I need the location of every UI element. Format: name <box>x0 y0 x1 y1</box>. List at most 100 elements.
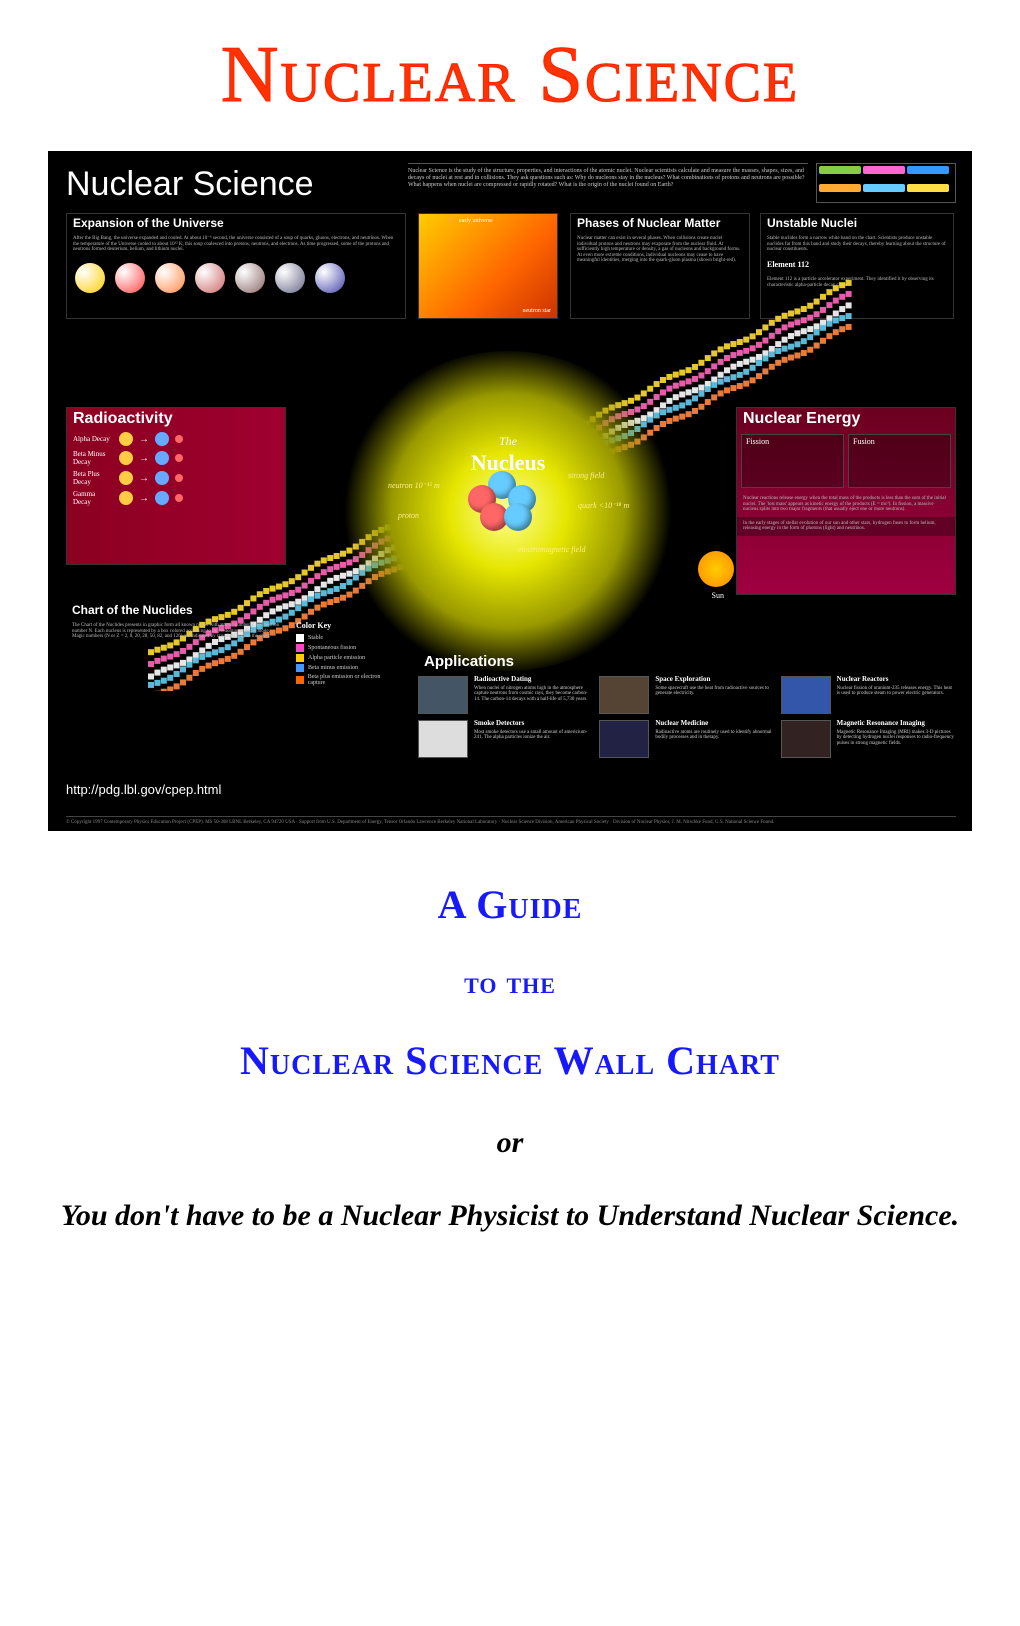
radioactivity-row: Beta Plus Decay→ <box>67 468 285 488</box>
nucleus-label-em: electromagnetic field <box>518 545 585 554</box>
energy-body: Nuclear reactions release energy when th… <box>737 492 955 517</box>
chart-annotation: early universe <box>459 218 493 224</box>
decay-label: Alpha Decay <box>73 435 113 443</box>
color-key-label: Beta plus emission or electron capture <box>308 674 396 686</box>
application-cell: Nuclear Medicine Radioactive atoms are ro… <box>599 720 774 758</box>
color-key-label: Stable <box>308 635 323 641</box>
application-title: Radioactive Dating <box>474 676 593 684</box>
application-cell: Space Exploration Some spacecraft use the… <box>599 676 774 714</box>
application-cell: Smoke Detectors Most smoke detectors use … <box>418 720 593 758</box>
energy-body-bottom: In the early stages of stellar evolution… <box>737 517 955 536</box>
nucleus-the: The <box>499 434 517 448</box>
particle-icon <box>119 491 133 505</box>
panel-title: Expansion of the Universe <box>67 214 405 232</box>
particle-icon <box>119 471 133 485</box>
subtitle-line1: A Guide <box>48 881 972 928</box>
color-key-swatch <box>296 676 304 684</box>
cell-label: Fusion <box>853 437 875 446</box>
panel-body: Nuclear matter can exist in several phas… <box>571 232 749 268</box>
application-thumbnail <box>418 720 468 758</box>
application-cell: Radioactive DatingWhen nuclei of nitroge… <box>418 676 593 714</box>
particle-icon <box>119 432 133 446</box>
application-body: Radioactive atoms are routinely used to … <box>655 730 774 741</box>
particle-icon <box>155 451 169 465</box>
color-key-row: Beta plus emission or electron capture <box>296 674 396 686</box>
expansion-stage-icon <box>195 263 225 293</box>
application-thumbnail <box>781 720 831 758</box>
panel-title: Phases of Nuclear Matter <box>571 214 749 232</box>
color-key-row: Spontaneous fission <box>296 644 396 652</box>
application-body: Most smoke detectors use a small amount … <box>474 730 593 741</box>
application-body: Some spacecraft use the heat from radioa… <box>655 686 774 697</box>
application-thumbnail <box>418 676 468 714</box>
color-key-label: Spontaneous fission <box>308 645 356 651</box>
expansion-stage-icon <box>315 263 345 293</box>
subtitle-line3: Nuclear Science Wall Chart <box>48 1037 972 1084</box>
application-cell: Nuclear Reactors Nuclear fission of urani… <box>781 676 956 714</box>
application-body: Nuclear fission of uranium-235 releases … <box>837 686 956 697</box>
nucleus-label-proton: proton <box>398 511 419 520</box>
panel-unstable: Unstable Nuclei Stable nuclides form a n… <box>760 213 954 319</box>
poster-title: Nuclear Science <box>66 165 314 204</box>
panel-applications: Applications Radioactive DatingWhen nucl… <box>418 651 956 791</box>
nucleon-icon <box>504 503 532 531</box>
chart-annotation: neutron star <box>523 308 552 314</box>
nucleus-label-quark: quark <10⁻¹⁸ m <box>578 501 629 510</box>
particle-icon <box>155 471 169 485</box>
nucleus-label-neutron: neutron 10⁻¹⁵ m <box>388 481 440 490</box>
expansion-stage-icon <box>155 263 185 293</box>
panel-chart-of-nuclides: Chart of the Nuclides The Chart of the N… <box>66 601 286 721</box>
application-thumbnail <box>781 676 831 714</box>
decay-label: Beta Minus Decay <box>73 450 113 466</box>
subtitle-block: A Guide to the Nuclear Science Wall Char… <box>48 881 972 1241</box>
panel-title: Unstable Nuclei <box>761 214 953 232</box>
poster-footer: © Copyright 1997 Contemporary Physics Ed… <box>66 816 956 825</box>
panel-radioactivity: Radioactivity Alpha Decay→Beta Minus Dec… <box>66 407 286 565</box>
application-title: Nuclear Reactors <box>837 676 956 684</box>
energy-cell-fusion: Fusion <box>848 434 951 488</box>
application-title: Space Exploration <box>655 676 774 684</box>
expansion-stage-icon <box>275 263 305 293</box>
color-key-row: Stable <box>296 634 396 642</box>
energy-cell-fission: Fission <box>741 434 844 488</box>
application-title: Smoke Detectors <box>474 720 593 728</box>
color-key: Color Key StableSpontaneous fissionAlpha… <box>296 621 396 688</box>
panel-body: After the Big Bang, the universe expande… <box>67 232 405 257</box>
color-key-label: Beta minus emission <box>308 665 358 671</box>
legend-swatch <box>819 166 861 174</box>
application-cell: Magnetic Resonance Imaging Magnetic Reson… <box>781 720 956 758</box>
subtitle-or: or <box>48 1126 972 1160</box>
application-title: Nuclear Medicine <box>655 720 774 728</box>
legend-box <box>816 163 956 203</box>
color-key-swatch <box>296 664 304 672</box>
color-key-swatch <box>296 654 304 662</box>
particle-icon <box>175 435 183 443</box>
wall-chart-poster: Nuclear Science Nuclear Science is the s… <box>48 151 972 831</box>
application-thumbnail <box>599 676 649 714</box>
decay-label: Gamma Decay <box>73 490 113 506</box>
element-label: Element 112 <box>761 257 953 274</box>
decay-label: Beta Plus Decay <box>73 470 113 486</box>
legend-swatch <box>907 166 949 174</box>
page-main-title: Nuclear Science <box>48 30 972 121</box>
color-key-label: Alpha particle emission <box>308 655 365 661</box>
particle-icon <box>175 454 183 462</box>
particle-icon <box>175 474 183 482</box>
application-title: Magnetic Resonance Imaging <box>837 720 956 728</box>
particle-icon <box>119 451 133 465</box>
radioactivity-row: Beta Minus Decay→ <box>67 448 285 468</box>
expansion-stages <box>67 257 405 299</box>
application-thumbnail <box>599 720 649 758</box>
poster-url: http://pdg.lbl.gov/cpep.html <box>66 782 221 797</box>
panel-expansion: Expansion of the Universe After the Big … <box>66 213 406 319</box>
radioactivity-row: Alpha Decay→ <box>67 430 285 448</box>
color-key-swatch <box>296 634 304 642</box>
panel-title: Chart of the Nuclides <box>66 601 286 619</box>
nucleus-label-strong: strong field <box>568 471 604 480</box>
color-key-swatch <box>296 644 304 652</box>
application-body: Magnetic Resonance Imaging (MRI) makes 3… <box>837 730 956 747</box>
panel-energy: Nuclear Energy Fission Fusion Nuclear re… <box>736 407 956 595</box>
sun-icon <box>698 551 734 587</box>
legend-swatch <box>863 184 905 192</box>
expansion-stage-icon <box>115 263 145 293</box>
